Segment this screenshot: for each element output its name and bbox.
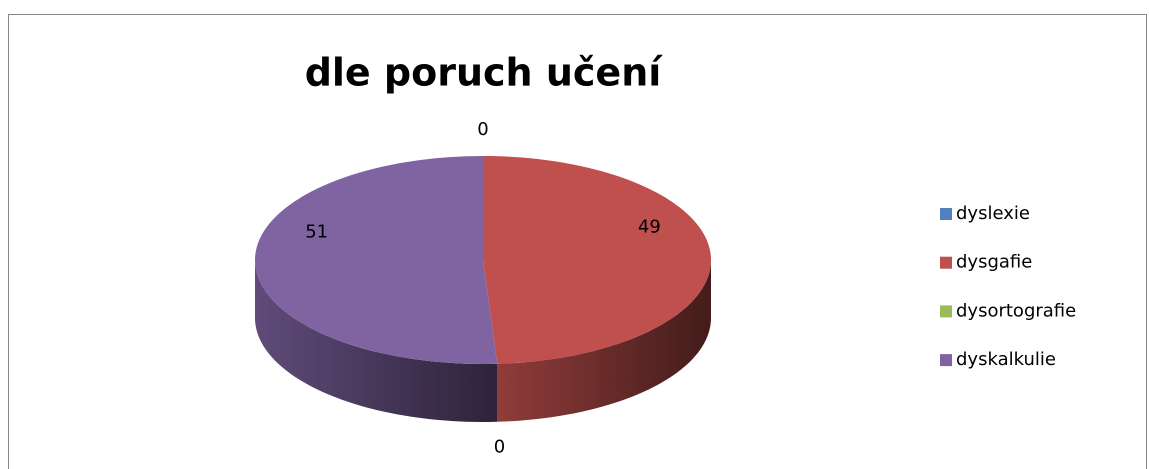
pie-slice (483, 156, 711, 364)
pie: 0 49 0 51 (255, 119, 711, 458)
legend-label: dyskalkulie (956, 349, 1056, 370)
pie-slice (255, 156, 498, 364)
chart-title: dle poruch učení (305, 51, 664, 95)
data-label: 0 (494, 437, 505, 458)
pie-side (255, 260, 498, 422)
pie-side (497, 260, 711, 422)
legend: dyslexie dysgafie dysortografie dyskalkulie (940, 203, 1076, 370)
data-label: 49 (638, 217, 661, 238)
data-label: 0 (477, 119, 488, 140)
legend-label: dyslexie (956, 203, 1030, 224)
legend-label: dysortografie (956, 300, 1076, 321)
legend-swatch (940, 256, 952, 269)
data-label: 51 (305, 221, 328, 242)
legend-swatch (940, 354, 952, 367)
legend-swatch (940, 208, 952, 220)
legend-label: dysgafie (956, 252, 1032, 273)
legend-swatch (940, 305, 952, 318)
